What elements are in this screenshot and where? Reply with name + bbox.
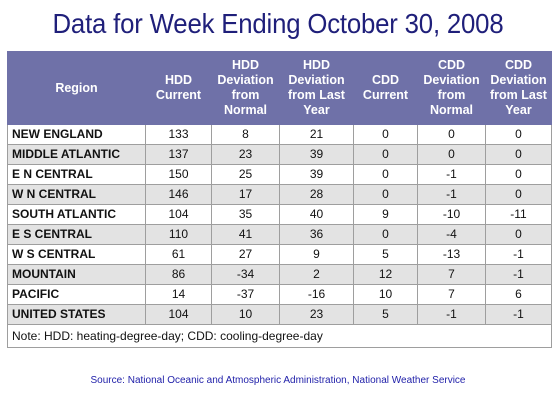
cell-cdd-current: 0 bbox=[353, 124, 418, 145]
cell-cdd-current: 0 bbox=[353, 144, 418, 165]
table-row: MOUNTAIN 86 -34 2 12 7 -1 bbox=[7, 264, 552, 285]
cell-hdd-deviation-last-year: 28 bbox=[279, 184, 354, 205]
cell-hdd-deviation-normal: -34 bbox=[211, 264, 280, 285]
cell-cdd-deviation-normal: -10 bbox=[417, 204, 486, 225]
cell-cdd-current: 0 bbox=[353, 184, 418, 205]
cell-cdd-deviation-normal: -1 bbox=[417, 184, 486, 205]
cell-cdd-current: 0 bbox=[353, 164, 418, 185]
cell-hdd-current: 86 bbox=[145, 264, 212, 285]
table-row: W N CENTRAL 146 17 28 0 -1 0 bbox=[7, 184, 552, 205]
cell-cdd-deviation-last-year: -1 bbox=[485, 244, 552, 265]
cell-hdd-current: 110 bbox=[145, 224, 212, 245]
cell-hdd-deviation-last-year: 23 bbox=[279, 304, 354, 325]
header-cdd-current: CDD Current bbox=[353, 51, 418, 125]
cell-cdd-deviation-last-year: 0 bbox=[485, 164, 552, 185]
cell-cdd-current: 5 bbox=[353, 244, 418, 265]
cell-region: UNITED STATES bbox=[7, 304, 146, 325]
cell-region: MOUNTAIN bbox=[7, 264, 146, 285]
cell-cdd-deviation-normal: 0 bbox=[417, 124, 486, 145]
table-row: MIDDLE ATLANTIC 137 23 39 0 0 0 bbox=[7, 144, 552, 165]
cell-cdd-deviation-normal: -4 bbox=[417, 224, 486, 245]
cell-cdd-deviation-last-year: -1 bbox=[485, 264, 552, 285]
table-row: E S CENTRAL 110 41 36 0 -4 0 bbox=[7, 224, 552, 245]
cell-cdd-deviation-last-year: 0 bbox=[485, 124, 552, 145]
table-row: E N CENTRAL 150 25 39 0 -1 0 bbox=[7, 164, 552, 185]
cell-hdd-deviation-last-year: 40 bbox=[279, 204, 354, 225]
cell-hdd-deviation-last-year: 39 bbox=[279, 164, 354, 185]
table-row: W S CENTRAL 61 27 9 5 -13 -1 bbox=[7, 244, 552, 265]
cell-cdd-deviation-last-year: 6 bbox=[485, 284, 552, 305]
table-row: PACIFIC 14 -37 -16 10 7 6 bbox=[7, 284, 552, 305]
cell-cdd-current: 12 bbox=[353, 264, 418, 285]
cell-cdd-deviation-last-year: 0 bbox=[485, 184, 552, 205]
cell-hdd-current: 104 bbox=[145, 204, 212, 225]
data-table: Region HDD Current HDD Deviation from No… bbox=[7, 51, 552, 348]
cell-hdd-deviation-normal: 27 bbox=[211, 244, 280, 265]
page-title: Data for Week Ending October 30, 2008 bbox=[52, 8, 504, 39]
cell-cdd-deviation-last-year: 0 bbox=[485, 224, 552, 245]
cell-hdd-deviation-last-year: 36 bbox=[279, 224, 354, 245]
cell-region: E S CENTRAL bbox=[7, 224, 146, 245]
cell-cdd-deviation-normal: -1 bbox=[417, 164, 486, 185]
cell-cdd-current: 10 bbox=[353, 284, 418, 305]
source-credit: Source: National Oceanic and Atmospheric… bbox=[90, 375, 466, 386]
cell-cdd-current: 5 bbox=[353, 304, 418, 325]
cell-cdd-deviation-normal: -13 bbox=[417, 244, 486, 265]
cell-hdd-deviation-normal: 23 bbox=[211, 144, 280, 165]
cell-hdd-deviation-last-year: 21 bbox=[279, 124, 354, 145]
header-cdd-deviation-normal: CDD Deviation from Normal bbox=[417, 51, 486, 125]
cell-cdd-deviation-normal: -1 bbox=[417, 304, 486, 325]
table-row: UNITED STATES 104 10 23 5 -1 -1 bbox=[7, 304, 552, 325]
cell-hdd-current: 61 bbox=[145, 244, 212, 265]
header-region: Region bbox=[7, 51, 146, 125]
cell-hdd-current: 14 bbox=[145, 284, 212, 305]
cell-hdd-deviation-last-year: -16 bbox=[279, 284, 354, 305]
note-row: Note: HDD: heating-degree-day; CDD: cool… bbox=[7, 324, 552, 348]
cell-region: SOUTH ATLANTIC bbox=[7, 204, 146, 225]
cell-region: PACIFIC bbox=[7, 284, 146, 305]
cell-region: W S CENTRAL bbox=[7, 244, 146, 265]
cell-hdd-deviation-normal: 17 bbox=[211, 184, 280, 205]
cell-hdd-current: 133 bbox=[145, 124, 212, 145]
cell-hdd-deviation-last-year: 39 bbox=[279, 144, 354, 165]
cell-region: E N CENTRAL bbox=[7, 164, 146, 185]
cell-hdd-current: 104 bbox=[145, 304, 212, 325]
header-cdd-deviation-last-year: CDD Deviation from Last Year bbox=[485, 51, 552, 125]
cell-cdd-deviation-normal: 0 bbox=[417, 144, 486, 165]
cell-cdd-deviation-normal: 7 bbox=[417, 264, 486, 285]
header-hdd-deviation-last-year: HDD Deviation from Last Year bbox=[279, 51, 354, 125]
cell-region: MIDDLE ATLANTIC bbox=[7, 144, 146, 165]
cell-hdd-deviation-last-year: 9 bbox=[279, 244, 354, 265]
table-note: Note: HDD: heating-degree-day; CDD: cool… bbox=[7, 324, 552, 348]
cell-cdd-deviation-last-year: -1 bbox=[485, 304, 552, 325]
cell-cdd-current: 9 bbox=[353, 204, 418, 225]
cell-cdd-current: 0 bbox=[353, 224, 418, 245]
cell-region: NEW ENGLAND bbox=[7, 124, 146, 145]
table-row: SOUTH ATLANTIC 104 35 40 9 -10 -11 bbox=[7, 204, 552, 225]
header-hdd-current: HDD Current bbox=[145, 51, 212, 125]
header-row: Region HDD Current HDD Deviation from No… bbox=[7, 51, 552, 125]
cell-hdd-deviation-normal: 35 bbox=[211, 204, 280, 225]
cell-cdd-deviation-last-year: 0 bbox=[485, 144, 552, 165]
cell-region: W N CENTRAL bbox=[7, 184, 146, 205]
cell-hdd-deviation-normal: 8 bbox=[211, 124, 280, 145]
cell-hdd-current: 146 bbox=[145, 184, 212, 205]
cell-hdd-deviation-normal: 41 bbox=[211, 224, 280, 245]
cell-hdd-current: 150 bbox=[145, 164, 212, 185]
cell-hdd-current: 137 bbox=[145, 144, 212, 165]
cell-hdd-deviation-normal: -37 bbox=[211, 284, 280, 305]
cell-hdd-deviation-last-year: 2 bbox=[279, 264, 354, 285]
cell-cdd-deviation-last-year: -11 bbox=[485, 204, 552, 225]
cell-hdd-deviation-normal: 10 bbox=[211, 304, 280, 325]
table-row: NEW ENGLAND 133 8 21 0 0 0 bbox=[7, 124, 552, 145]
cell-cdd-deviation-normal: 7 bbox=[417, 284, 486, 305]
header-hdd-deviation-normal: HDD Deviation from Normal bbox=[211, 51, 280, 125]
cell-hdd-deviation-normal: 25 bbox=[211, 164, 280, 185]
